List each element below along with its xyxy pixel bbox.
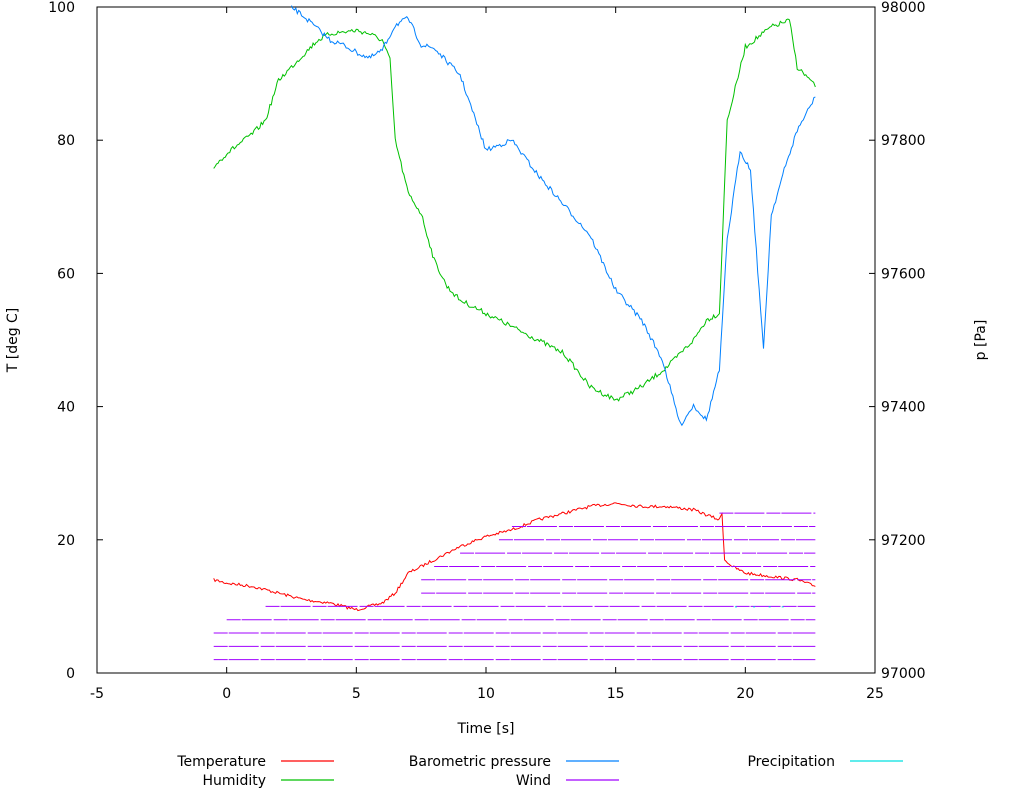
precipitation-point xyxy=(768,606,771,608)
legend-label-barometric-pressure: Barometric pressure xyxy=(409,754,551,770)
legend-label-wind: Wind xyxy=(516,773,551,789)
x-tick-label: 5 xyxy=(352,686,361,702)
y2-tick-label: 97400 xyxy=(881,400,926,416)
x-tick-label: 10 xyxy=(477,686,495,702)
x-tick-label: -5 xyxy=(90,686,104,702)
temperature-line xyxy=(213,502,816,612)
x-axis-label: Time [s] xyxy=(457,721,515,737)
legend-label-humidity: Humidity xyxy=(203,773,266,789)
y-tick-label: 100 xyxy=(48,0,75,16)
humidity-line xyxy=(213,18,816,402)
y2-tick-label: 97200 xyxy=(881,533,926,549)
y-axis-label: T [deg C] xyxy=(5,308,21,374)
precipitation-point xyxy=(734,606,737,608)
y2-tick-label: 97000 xyxy=(881,666,926,682)
y-tick-label: 40 xyxy=(57,400,75,416)
legend-label-temperature: Temperature xyxy=(176,754,266,770)
x-tick-label: 0 xyxy=(222,686,231,702)
x-tick-label: 20 xyxy=(736,686,754,702)
y2-axis-label: p [Pa] xyxy=(973,320,989,361)
y2-tick-label: 97600 xyxy=(881,266,926,282)
precipitation-point xyxy=(781,606,784,608)
plot-frame xyxy=(96,6,876,674)
y-tick-label: 80 xyxy=(57,133,75,149)
x-tick-label: 15 xyxy=(607,686,625,702)
y-tick-label: 0 xyxy=(66,666,75,682)
barometric-pressure-line xyxy=(291,5,816,427)
precipitation-point xyxy=(753,606,756,608)
y-tick-label: 60 xyxy=(57,266,75,282)
y2-tick-label: 98000 xyxy=(881,0,926,16)
legend-label-precipitation: Precipitation xyxy=(747,754,835,770)
y2-tick-label: 97800 xyxy=(881,133,926,149)
y-tick-label: 20 xyxy=(57,533,75,549)
x-tick-label: 25 xyxy=(866,686,884,702)
